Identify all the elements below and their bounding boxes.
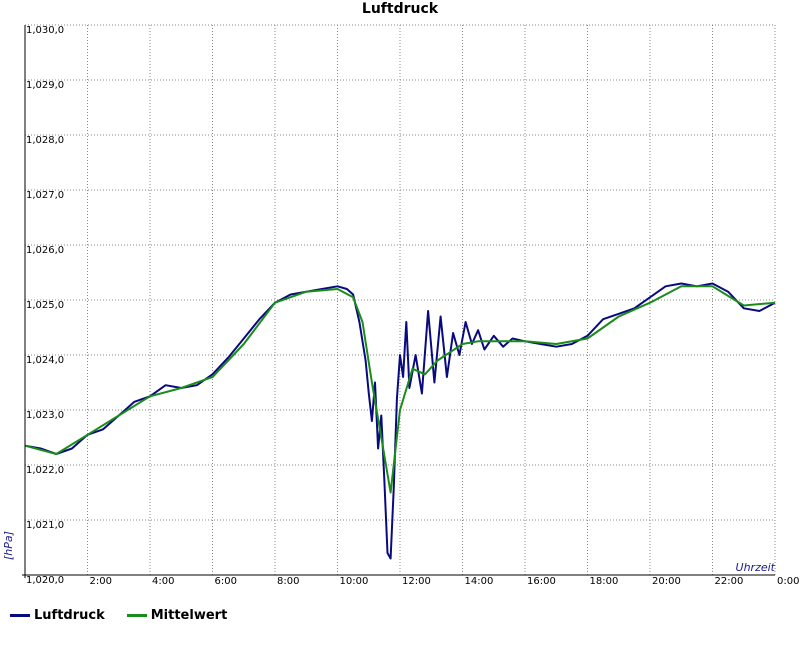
legend-label-mittelwert: Mittelwert — [150, 608, 228, 623]
legend-item-mittelwert: Mittelwert — [126, 608, 228, 623]
x-tick-label: 12:00 — [402, 576, 431, 587]
chart-title: Luftdruck — [362, 1, 439, 17]
y-tick-label: 1,023,0 — [26, 410, 64, 421]
legend-swatch-luftdruck — [10, 614, 30, 617]
y-tick-label: 1,021,0 — [26, 520, 64, 531]
y-tick-label: 1,030,0 — [26, 25, 64, 36]
x-tick-label: 14:00 — [465, 576, 494, 587]
x-tick-label: 6:00 — [215, 576, 237, 587]
x-tick-label: 2:00 — [90, 576, 112, 587]
y-tick-label: 1,022,0 — [26, 465, 64, 476]
x-tick-label: 0:00 — [777, 576, 799, 587]
series-layer — [24, 282, 776, 560]
x-tick-label: 22:00 — [715, 576, 744, 587]
x-tick-label: 8:00 — [277, 576, 299, 587]
x-axis-label: Uhrzeit — [736, 561, 776, 574]
legend-item-luftdruck: Luftdruck — [10, 608, 105, 623]
y-tick-label: 1,024,0 — [26, 355, 64, 366]
x-tick-label: 4:00 — [152, 576, 174, 587]
legend: Luftdruck Mittelwert — [10, 608, 227, 623]
y-tick-label: 1,029,0 — [26, 80, 64, 91]
x-tick-label: 18:00 — [590, 576, 619, 587]
y-axis-ticks: 1,020,0 1,021,0 1,022,0 1,023,0 1,024,0 1,025… — [26, 25, 64, 586]
x-axis-ticks: 2:00 4:00 6:00 8:00 10:00 12:00 14:00 16:00 18:0… — [90, 576, 800, 587]
legend-label-luftdruck: Luftdruck — [34, 608, 105, 623]
y-tick-label: 1,026,0 — [26, 245, 64, 256]
x-tick-label: 10:00 — [340, 576, 369, 587]
legend-swatch-mittelwert — [126, 614, 147, 617]
y-tick-label: 1,025,0 — [26, 300, 64, 311]
x-tick-label: 16:00 — [527, 576, 556, 587]
y-axis-label: [hPa] — [2, 531, 15, 560]
y-tick-label: 1,020,0 — [26, 575, 64, 586]
y-tick-label: 1,028,0 — [26, 135, 64, 146]
y-tick-label: 1,027,0 — [26, 190, 64, 201]
series-line-mittelwert — [24, 285, 776, 494]
x-tick-label: 20:00 — [652, 576, 681, 587]
